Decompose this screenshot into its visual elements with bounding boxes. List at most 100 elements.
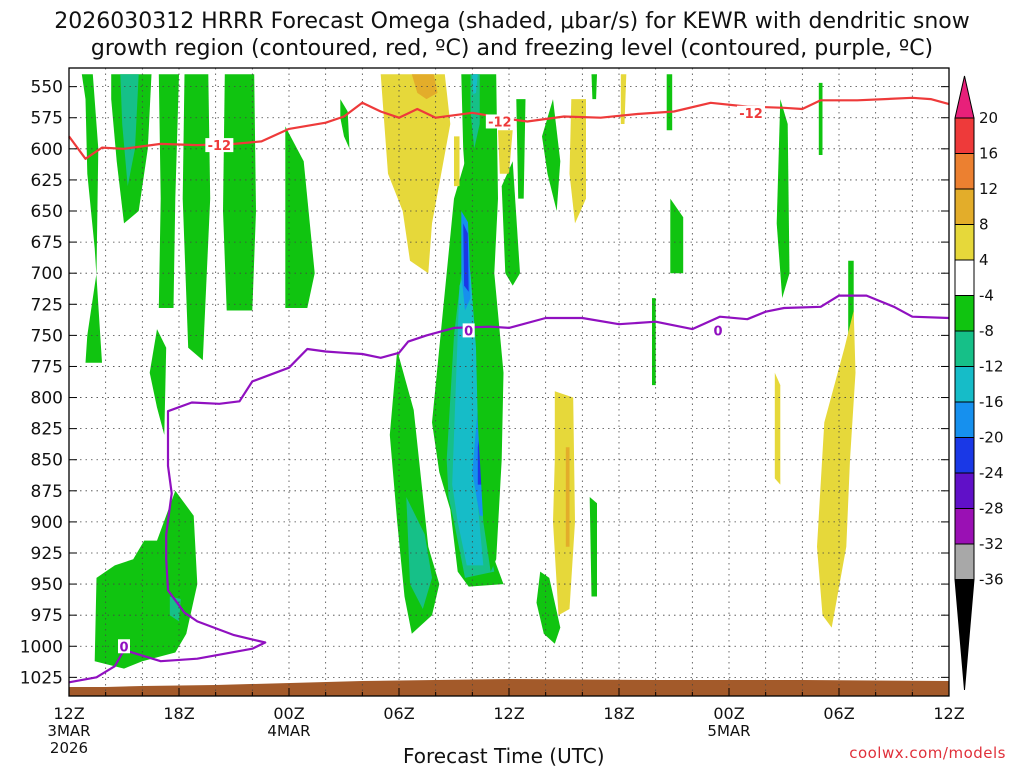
x-axis-title: Forecast Time (UTC) bbox=[403, 744, 605, 768]
colorbar-box-2 bbox=[954, 188, 975, 225]
omega-region-25 bbox=[542, 99, 561, 211]
x-tick-label-1: 18Z bbox=[163, 704, 194, 723]
y-tick-label-16: 950 bbox=[31, 575, 63, 595]
omega-region-31 bbox=[591, 74, 597, 100]
y-tick-label-0: 550 bbox=[31, 78, 63, 98]
y-tick-label-13: 875 bbox=[31, 482, 63, 502]
omega-region-26 bbox=[536, 571, 561, 644]
colorbar-box-3 bbox=[954, 224, 975, 261]
pressure-axis: 550 575 600 625 650 675 700 725 750 775 800 825 850 8… bbox=[20, 78, 949, 688]
y-tick-label-7: 725 bbox=[31, 295, 63, 315]
x-tick-date-2: 4MAR bbox=[267, 722, 310, 740]
contour-label-1-2: 0 bbox=[713, 324, 722, 339]
omega-region-7 bbox=[340, 99, 350, 149]
x-tick-year-0: 2026 bbox=[50, 739, 88, 757]
omega-region-17 bbox=[463, 223, 469, 292]
omega-region-35 bbox=[380, 74, 451, 274]
x-tick-label-6: 00Z bbox=[713, 704, 744, 723]
contour-layer: -12 -12 -12 0 0 0 bbox=[68, 96, 950, 684]
y-tick-label-9: 775 bbox=[31, 357, 63, 377]
y-tick-label-4: 650 bbox=[31, 202, 63, 222]
omega-region-40 bbox=[569, 99, 586, 224]
colorbar-label-5: -4 bbox=[979, 287, 994, 305]
colorbar-box-1 bbox=[954, 153, 975, 190]
colorbar-label-11: -28 bbox=[979, 500, 1004, 518]
contour-label-bg-1-0 bbox=[118, 639, 130, 654]
omega-region-21 bbox=[470, 74, 480, 149]
omega-region-12 bbox=[406, 497, 432, 609]
x-tick-label-5: 18Z bbox=[603, 704, 634, 723]
omega-region-3 bbox=[158, 74, 179, 308]
contour-label-bg-1-1 bbox=[462, 323, 475, 338]
x-tick-label-4: 12Z bbox=[493, 704, 524, 723]
y-tick-label-5: 675 bbox=[31, 233, 63, 253]
x-tick-date-0: 3MAR bbox=[47, 722, 90, 740]
colorbar-top-arrow bbox=[954, 75, 975, 119]
colorbar-label-4: 4 bbox=[979, 251, 989, 269]
colorbar-label-12: -32 bbox=[979, 535, 1004, 553]
contour-label-0-0: -12 bbox=[208, 139, 232, 154]
omega-region-36 bbox=[411, 74, 438, 100]
omega-region-22 bbox=[472, 74, 478, 95]
x-tick-label-2: 00Z bbox=[273, 704, 304, 723]
contour-label-0-2: -12 bbox=[488, 115, 512, 130]
colorbar-label-2: 12 bbox=[979, 180, 998, 198]
colorbar-label-10: -24 bbox=[979, 464, 1004, 482]
omega-region-8 bbox=[149, 329, 167, 435]
x-tick-label-3: 06Z bbox=[383, 704, 414, 723]
colorbar-box-8 bbox=[954, 401, 975, 438]
colorbar-box-10 bbox=[954, 472, 975, 509]
colorbar-box-11 bbox=[954, 508, 975, 545]
contour-label-bg-1-2 bbox=[712, 323, 724, 338]
contour-label-bg-0-2 bbox=[485, 114, 514, 129]
colorbar-label-7: -12 bbox=[979, 358, 1004, 376]
colorbar-box-6 bbox=[954, 330, 975, 367]
omega-region-20 bbox=[461, 74, 504, 572]
colorbar-box-9 bbox=[954, 437, 975, 474]
omega-region-30 bbox=[666, 74, 673, 131]
y-tick-label-11: 825 bbox=[31, 420, 63, 440]
omega-region-42 bbox=[817, 310, 856, 628]
colorbar-label-6: -8 bbox=[979, 322, 994, 340]
omega-region-37 bbox=[454, 136, 460, 187]
contour-line-1 bbox=[68, 294, 950, 684]
y-tick-label-6: 700 bbox=[31, 264, 63, 284]
omega-colorbar: 20 16 12 8 4 -4 -8 -12 -16 -20 -24 -28 -32 -36 bbox=[954, 75, 1004, 691]
x-tick-date-6: 5MAR bbox=[707, 722, 750, 740]
chart-title-line-2: growth region (contoured, red, ºC) and f… bbox=[90, 36, 934, 61]
omega-region-6 bbox=[285, 126, 315, 309]
y-tick-label-14: 900 bbox=[31, 513, 63, 533]
y-tick-label-2: 600 bbox=[31, 140, 63, 160]
contour-label-bg-0-1 bbox=[737, 105, 765, 120]
omega-region-32 bbox=[776, 99, 790, 299]
omega-region-2 bbox=[120, 74, 139, 187]
omega-region-39 bbox=[565, 447, 570, 547]
y-tick-label-18: 1000 bbox=[20, 637, 63, 657]
y-tick-label-1: 575 bbox=[31, 109, 63, 129]
colorbar-box-0 bbox=[954, 117, 975, 154]
contour-label-1-0: 0 bbox=[119, 640, 128, 655]
omega-region-29 bbox=[652, 298, 656, 386]
colorbar-box-12 bbox=[954, 543, 975, 580]
colorbar-label-0: 20 bbox=[979, 109, 998, 127]
omega-region-28 bbox=[670, 198, 684, 274]
omega-region-23 bbox=[501, 161, 520, 286]
colorbar-label-8: -16 bbox=[979, 393, 1004, 411]
omega-region-5 bbox=[223, 74, 256, 311]
omega-region-9 bbox=[94, 490, 198, 669]
colorbar-box-5 bbox=[954, 295, 975, 332]
y-tick-label-3: 625 bbox=[31, 171, 63, 191]
y-tick-label-19: 1025 bbox=[20, 668, 63, 688]
omega-region-27 bbox=[589, 497, 597, 597]
credit-link[interactable]: coolwx.com/models bbox=[849, 744, 1006, 762]
omega-region-4 bbox=[182, 74, 211, 361]
y-tick-label-10: 800 bbox=[31, 389, 63, 409]
contour-label-0-1: -12 bbox=[739, 107, 763, 122]
grid-lines bbox=[69, 68, 949, 696]
x-tick-label-0: 12Z bbox=[53, 704, 84, 723]
y-tick-label-8: 750 bbox=[31, 326, 63, 346]
x-tick-label-7: 06Z bbox=[823, 704, 854, 723]
colorbar-box-4 bbox=[954, 259, 975, 296]
